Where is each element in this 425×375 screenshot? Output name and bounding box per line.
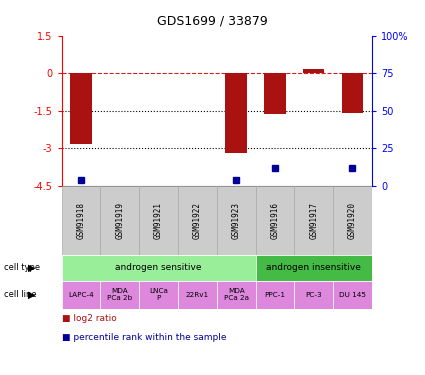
- Text: MDA
PCa 2b: MDA PCa 2b: [107, 288, 133, 301]
- Text: MDA
PCa 2a: MDA PCa 2a: [224, 288, 249, 301]
- Bar: [217, 280, 255, 309]
- Bar: [255, 186, 294, 255]
- Bar: [139, 280, 178, 309]
- Text: PPC-1: PPC-1: [264, 292, 286, 298]
- Bar: [303, 69, 324, 73]
- Bar: [217, 186, 255, 255]
- Bar: [178, 280, 217, 309]
- Bar: [294, 280, 333, 309]
- Text: GSM91916: GSM91916: [270, 202, 279, 239]
- Bar: [100, 280, 139, 309]
- Text: cell type: cell type: [4, 263, 40, 272]
- Bar: [62, 255, 255, 280]
- Text: ▶: ▶: [28, 263, 35, 273]
- Bar: [226, 73, 247, 153]
- Text: PC-3: PC-3: [306, 292, 322, 298]
- Bar: [62, 280, 100, 309]
- Bar: [255, 280, 294, 309]
- Text: ■ percentile rank within the sample: ■ percentile rank within the sample: [62, 333, 226, 342]
- Bar: [139, 186, 178, 255]
- Bar: [294, 186, 333, 255]
- Bar: [71, 73, 92, 144]
- Text: androgen sensitive: androgen sensitive: [115, 263, 202, 272]
- Bar: [342, 73, 363, 113]
- Bar: [333, 280, 372, 309]
- Bar: [178, 186, 217, 255]
- Bar: [255, 255, 372, 280]
- Text: GSM91919: GSM91919: [115, 202, 124, 239]
- Text: androgen insensitive: androgen insensitive: [266, 263, 361, 272]
- Text: 22Rv1: 22Rv1: [186, 292, 209, 298]
- Text: ■ log2 ratio: ■ log2 ratio: [62, 314, 116, 323]
- Text: GSM91918: GSM91918: [76, 202, 85, 239]
- Text: cell line: cell line: [4, 290, 37, 299]
- Text: GSM91917: GSM91917: [309, 202, 318, 239]
- Text: GSM91923: GSM91923: [232, 202, 241, 239]
- Text: LAPC-4: LAPC-4: [68, 292, 94, 298]
- Text: LNCa
P: LNCa P: [149, 288, 168, 301]
- Text: GSM91921: GSM91921: [154, 202, 163, 239]
- Text: GDS1699 / 33879: GDS1699 / 33879: [157, 15, 268, 28]
- Bar: [100, 186, 139, 255]
- Text: GSM91920: GSM91920: [348, 202, 357, 239]
- Text: GSM91922: GSM91922: [193, 202, 202, 239]
- Text: ▶: ▶: [28, 290, 35, 300]
- Bar: [264, 73, 286, 114]
- Text: DU 145: DU 145: [339, 292, 366, 298]
- Bar: [62, 186, 100, 255]
- Bar: [333, 186, 372, 255]
